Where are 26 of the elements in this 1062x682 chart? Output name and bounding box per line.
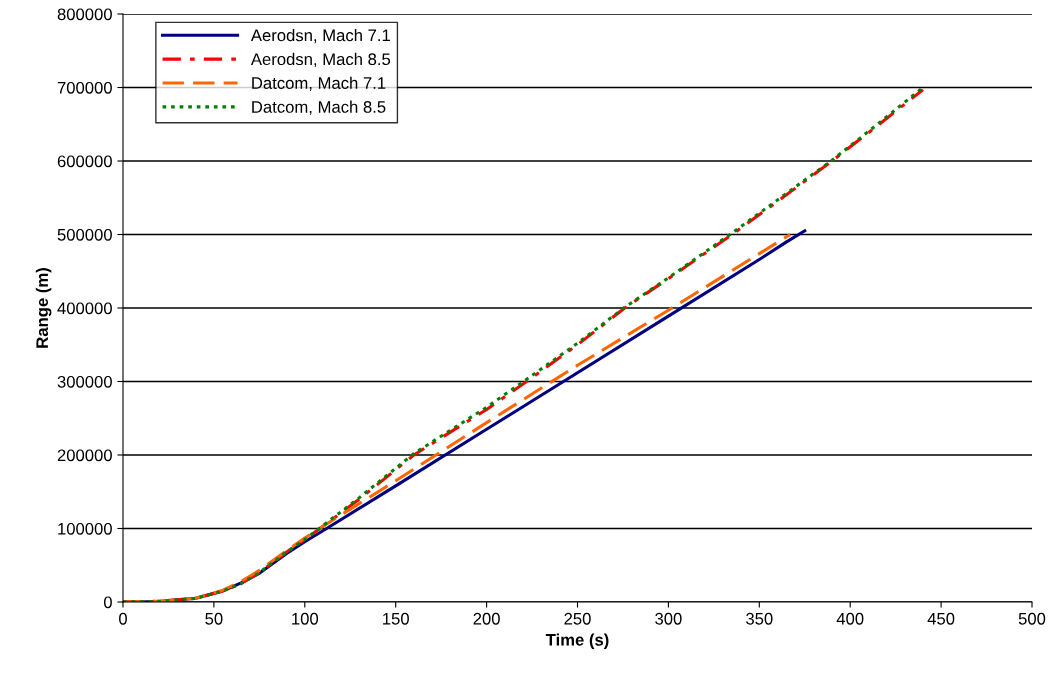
y-tick-label: 300000 <box>57 375 112 388</box>
y-tick-label: 700000 <box>57 81 112 94</box>
x-tick-label: 300 <box>655 612 682 625</box>
x-tick-label: 450 <box>927 612 955 625</box>
y-tick-label: 400000 <box>57 302 112 315</box>
y-tick-label: 800000 <box>57 8 112 21</box>
x-tick-label: 500 <box>1018 612 1046 625</box>
x-tick-label: 200 <box>473 612 500 625</box>
x-tick-label: 350 <box>746 612 773 625</box>
legend-label: Datcom, Mach 7.1 <box>252 76 386 91</box>
y-tick-label: 200000 <box>57 449 112 462</box>
x-tick-label: 400 <box>836 612 864 625</box>
x-tick-label: 0 <box>119 612 127 625</box>
x-tick-label: 100 <box>292 612 319 625</box>
x-tick-label: 50 <box>205 612 223 625</box>
x-tick-label: 250 <box>564 612 591 625</box>
legend-label: Aerodsn, Mach 7.1 <box>250 29 390 44</box>
y-tick-label: 600000 <box>57 155 112 168</box>
y-tick-label: 500000 <box>57 228 112 241</box>
legend-label: Datcom, Mach 8.5 <box>252 100 386 115</box>
y-axis-title: Range (m) <box>35 268 52 348</box>
x-axis-title: Time (s) <box>545 633 609 650</box>
x-tick-label: 150 <box>383 612 409 625</box>
y-tick-label: 100000 <box>58 522 112 535</box>
legend-label: Aerodsn, Mach 8.5 <box>250 52 391 68</box>
y-tick-label: 0 <box>103 596 112 609</box>
